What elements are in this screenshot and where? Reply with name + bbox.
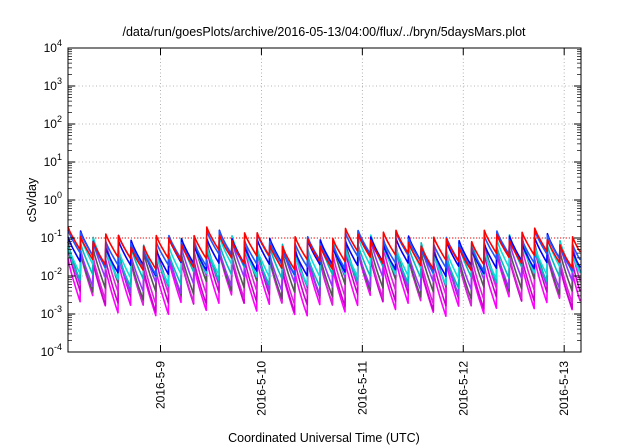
y-tick-label: 104 <box>44 38 62 55</box>
y-tick-label-exponent: 3 <box>57 76 62 86</box>
x-tick-label: 2016-5-13 <box>557 361 571 416</box>
y-tick-label: 101 <box>44 152 62 169</box>
y-tick-label-exponent: -3 <box>54 304 62 314</box>
y-tick-label: 10-3 <box>41 304 62 321</box>
y-tick-label-base: 10 <box>44 41 58 55</box>
y-tick-label: 10-1 <box>41 228 62 245</box>
y-tick-label-exponent: 1 <box>57 152 62 162</box>
x-tick-label: 2016-5-11 <box>355 361 369 415</box>
y-tick-label: 10-2 <box>41 266 62 283</box>
grid <box>68 48 581 352</box>
y-tick-label-base: 10 <box>44 79 58 93</box>
y-tick-label: 103 <box>44 76 62 93</box>
y-tick-label-exponent: -4 <box>54 342 62 352</box>
series-line <box>67 226 581 272</box>
series-line <box>67 241 581 307</box>
y-tick-label-base: 10 <box>44 117 58 131</box>
y-tick-label-base: 10 <box>41 345 55 359</box>
y-tick-label-base: 10 <box>44 155 58 169</box>
y-tick-label-exponent: 2 <box>57 114 62 124</box>
y-axis-title: cSv/day <box>25 177 39 222</box>
x-tick-label: 2016-5-9 <box>154 361 168 409</box>
y-tick-label: 100 <box>44 190 62 207</box>
y-tick-label-exponent: 4 <box>57 38 62 48</box>
y-tick-label-exponent: -2 <box>54 266 62 276</box>
y-tick-label: 102 <box>44 114 62 131</box>
series-line <box>67 229 581 276</box>
x-axis-title: Coordinated Universal Time (UTC) <box>228 431 420 445</box>
x-tick-label: 2016-5-12 <box>456 361 470 416</box>
series-layer <box>67 226 581 317</box>
y-tick-label-base: 10 <box>41 231 55 245</box>
y-tick-label-base: 10 <box>41 269 55 283</box>
y-tick-label-base: 10 <box>41 307 55 321</box>
x-tick-label: 2016-5-10 <box>254 361 268 416</box>
x-axis: 2016-5-9 2016-5-10 2016-5-11 2016-5-12 2016-… <box>154 48 571 416</box>
y-tick-label: 10-4 <box>41 342 62 359</box>
y-tick-label-base: 10 <box>44 193 58 207</box>
series-line <box>67 250 581 317</box>
chart-title: /data/run/goesPlots/archive/2016-05-13/0… <box>122 25 526 39</box>
y-tick-label-exponent: -1 <box>54 228 62 238</box>
y-tick-label-exponent: 0 <box>57 190 62 200</box>
